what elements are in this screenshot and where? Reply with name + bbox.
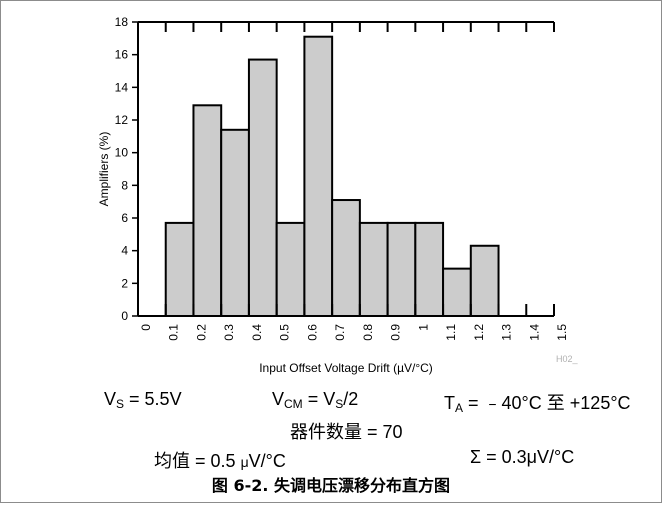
bar — [192, 104, 223, 317]
y-tick-label: 4 — [121, 244, 128, 258]
watermark-label: H02_ — [556, 354, 579, 364]
y-tick-label: 14 — [115, 80, 129, 94]
x-tick-label: 1.3 — [500, 324, 514, 341]
mean-value: 均值 = 0.5 μV/°C — [154, 451, 286, 472]
y-tick-label: 10 — [115, 146, 129, 160]
vs-condition: VS = 5.5V — [104, 389, 182, 411]
x-tick-label: 0.6 — [305, 324, 319, 341]
ta-condition: TA = ﹣40°C 至 +125°C — [444, 393, 631, 415]
y-tick-label: 12 — [115, 113, 129, 127]
x-tick-label: 1.4 — [527, 324, 541, 341]
y-tick-label: 16 — [115, 48, 129, 62]
x-tick-label: 0.9 — [389, 324, 403, 341]
x-tick-label: 1.1 — [444, 324, 458, 341]
bar — [303, 35, 334, 317]
y-tick-label: 18 — [115, 15, 129, 29]
x-axis-title: Input Offset Voltage Drift (µV/°C) — [259, 361, 433, 375]
x-tick-label: 0.3 — [222, 324, 236, 341]
x-tick-label: 0.5 — [278, 324, 292, 341]
y-axis-title: Amplifiers (%) — [97, 132, 111, 207]
figure-caption: 图 6-2. 失调电压漂移分布直方图 — [211, 476, 451, 495]
bar — [469, 244, 500, 317]
vcm-condition: VCM = VS/2 — [272, 389, 359, 411]
x-tick-label: 0.8 — [361, 324, 375, 341]
bar — [358, 221, 389, 317]
x-tick-label: 0.4 — [250, 324, 264, 341]
y-tick-label: 0 — [121, 309, 128, 323]
figure-frame — [0, 0, 662, 503]
sigma-value: Σ = 0.3μV/°C — [470, 447, 575, 467]
bar — [414, 221, 445, 317]
y-tick-label: 6 — [121, 211, 128, 225]
x-tick-label: 1 — [416, 324, 430, 331]
y-tick-label: 2 — [121, 276, 128, 290]
x-tick-label: 1.2 — [472, 324, 486, 341]
bar — [220, 128, 250, 317]
x-tick-label: 1.5 — [555, 324, 569, 341]
bar — [331, 199, 361, 318]
y-tick-label: 8 — [121, 178, 128, 192]
bar — [386, 221, 417, 317]
bar — [164, 221, 195, 317]
bar — [275, 221, 306, 317]
x-tick-label: 0.1 — [167, 324, 181, 341]
bar — [442, 267, 472, 317]
histogram-chart: 0 2 4 6 8 10 12 14 16 18 0 0.1 0.2 0.3 0.4 0.5 0.6 0.7 0.8… — [97, 15, 579, 375]
x-tick-label: 0.2 — [194, 324, 208, 341]
device-count: 器件数量 = 70 — [290, 422, 403, 443]
x-tick-label: 0 — [139, 324, 153, 331]
x-tick-label: 0.7 — [333, 324, 347, 341]
bar — [247, 58, 278, 317]
